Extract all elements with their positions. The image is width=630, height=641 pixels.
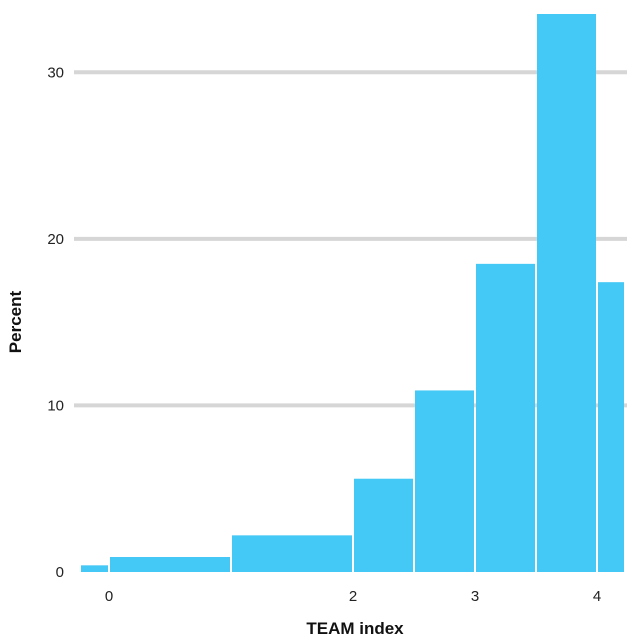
y-tick-label-20: 20 <box>47 231 64 248</box>
bar-2 <box>232 535 352 572</box>
y-tick-label-30: 30 <box>47 64 64 81</box>
x-axis-title: TEAM index <box>306 619 404 638</box>
y-axis-title: Percent <box>6 290 25 353</box>
y-tick-label-10: 10 <box>47 397 64 414</box>
y-tick-label-0: 0 <box>56 564 64 581</box>
bar-7 <box>598 282 624 572</box>
bar-3 <box>354 478 413 572</box>
bar-4 <box>415 390 474 572</box>
x-tick-labels: 02345 <box>105 588 601 605</box>
x-tick-label-4: 4 <box>593 588 601 605</box>
bar-0 <box>81 565 108 572</box>
bar-5 <box>476 263 535 572</box>
bar-1 <box>110 557 230 572</box>
bar-6 <box>537 14 596 572</box>
x-tick-label-3: 3 <box>471 588 479 605</box>
x-tick-label-0: 0 <box>105 588 113 605</box>
bars <box>81 14 624 572</box>
y-tick-labels: 0 10 20 30 <box>47 64 64 581</box>
x-tick-label-2: 2 <box>349 588 357 605</box>
